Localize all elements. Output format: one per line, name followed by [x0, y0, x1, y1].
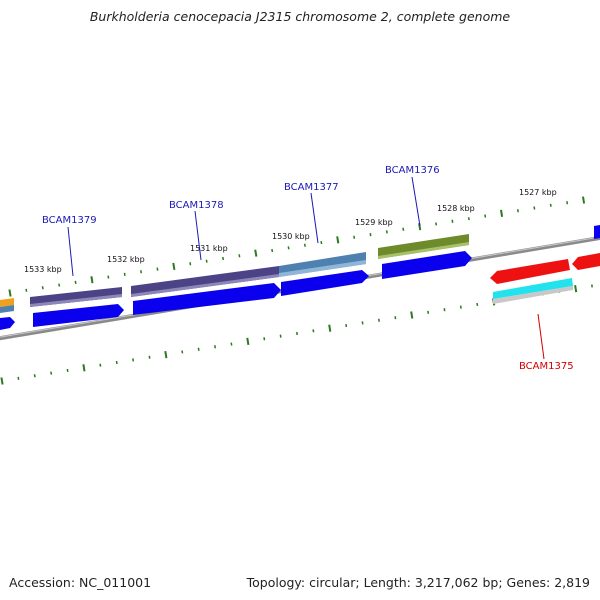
tick-mark	[66, 368, 69, 373]
tick-mark	[361, 321, 364, 325]
tick-mark	[467, 217, 470, 221]
tick-mark	[33, 374, 36, 378]
tick-mark	[115, 360, 118, 365]
gene-labels: BCAM1379 BCAM1378 BCAM1377 BCAM1376 BCAM…	[42, 165, 574, 372]
tick-mark	[205, 259, 208, 263]
cog-feature-steelblue-edge[interactable]	[0, 305, 14, 313]
cds-arrow-edge-right[interactable]	[594, 225, 600, 239]
gene-label-BCAM1378[interactable]: BCAM1378	[169, 200, 224, 211]
tick-mark	[516, 209, 519, 213]
tick-label-1530: 1530 kbp	[272, 232, 310, 241]
tick-mark	[303, 243, 306, 247]
tick-mark	[74, 280, 77, 285]
tick-mark	[549, 203, 552, 207]
reverse-feature-lane	[490, 253, 600, 304]
tick-mark	[189, 262, 192, 266]
tick-mark	[353, 235, 356, 239]
gene-label-BCAM1377[interactable]: BCAM1377	[284, 182, 339, 193]
tick-mark	[50, 371, 53, 375]
tick-label-1527: 1527 kbp	[519, 188, 557, 197]
tick-mark	[328, 324, 332, 332]
tick-mark	[476, 302, 479, 307]
gene-label-BCAM1375[interactable]: BCAM1375	[519, 361, 574, 372]
tick-mark	[156, 267, 159, 271]
tick-label-1528: 1528 kbp	[437, 204, 475, 213]
leader-BCAM1376	[411, 176, 421, 227]
tick-mark	[459, 305, 462, 309]
cog-feature-BCAM1375-shade	[493, 286, 573, 304]
tick-mark	[402, 227, 405, 231]
tick-mark	[271, 248, 274, 253]
tick-mark	[582, 196, 586, 204]
tick-mark	[181, 350, 184, 354]
cds-arrow-BCAM1377[interactable]	[281, 270, 369, 296]
tick-mark	[82, 364, 86, 372]
tick-labels: 1533 kbp 1532 kbp 1531 kbp 1530 kbp 1529…	[24, 188, 557, 274]
tick-mark	[230, 342, 233, 346]
tick-label-1532: 1532 kbp	[107, 255, 145, 264]
cog-feature-BCAM1376-shade	[378, 242, 469, 259]
gene-leader-lines	[67, 176, 545, 360]
tick-mark	[8, 289, 12, 297]
gene-label-BCAM1376[interactable]: BCAM1376	[385, 165, 440, 176]
cds-arrow-BCAM1379[interactable]	[33, 304, 124, 327]
cds-arrow-reverse-edge[interactable]	[572, 253, 600, 270]
tick-mark	[435, 222, 438, 226]
tick-mark	[451, 219, 454, 223]
leader-BCAM1375	[537, 313, 545, 360]
cog-feature-BCAM1375[interactable]	[493, 278, 573, 299]
tick-mark	[254, 249, 258, 257]
tick-mark	[320, 240, 323, 245]
tick-marks-group	[0, 196, 593, 385]
tick-mark	[90, 276, 94, 284]
cog-feature-BCAM1379-shade	[30, 294, 122, 307]
tick-mark	[172, 262, 176, 271]
tick-mark	[287, 246, 290, 250]
tick-mark	[312, 329, 315, 333]
tick-mark	[394, 316, 397, 320]
tick-mark	[566, 201, 569, 205]
tick-mark	[410, 311, 414, 319]
cog-feature-BCAM1377-shade	[279, 260, 366, 277]
cog-feature-orange[interactable]	[0, 298, 14, 307]
tick-mark	[25, 288, 28, 292]
map-title: Burkholderia cenocepacia J2315 chromosom…	[89, 9, 511, 24]
tick-label-1533: 1533 kbp	[24, 265, 62, 274]
cds-arrow-BCAM1378[interactable]	[133, 283, 281, 315]
tick-mark	[377, 318, 380, 322]
tick-mark	[345, 323, 348, 328]
gene-label-BCAM1379[interactable]: BCAM1379	[42, 215, 97, 226]
leader-BCAM1379	[67, 226, 74, 277]
tick-mark	[107, 275, 110, 279]
tick-mark	[263, 337, 266, 341]
tick-mark	[574, 285, 578, 293]
cds-arrow-edge-left[interactable]	[0, 317, 15, 330]
cog-feature-lane	[0, 234, 469, 313]
tick-label-1529: 1529 kbp	[355, 218, 393, 227]
accession-label: Accession: NC_011001	[9, 575, 152, 590]
genome-summary: Topology: circular; Length: 3,217,062 bp…	[246, 575, 590, 590]
leader-BCAM1377	[310, 192, 319, 244]
cds-arrow-BCAM1375[interactable]	[490, 259, 570, 284]
tick-mark	[197, 347, 200, 351]
tick-mark	[222, 256, 225, 261]
leader-BCAM1378	[194, 210, 202, 261]
forward-cds-lane	[0, 225, 600, 330]
tick-mark	[385, 230, 388, 234]
tick-mark	[41, 286, 44, 290]
tick-mark	[164, 350, 168, 359]
tick-mark	[214, 345, 217, 349]
tick-mark	[0, 377, 4, 385]
tick-mark	[336, 236, 340, 244]
tick-mark	[99, 363, 102, 367]
tick-mark	[246, 337, 250, 346]
tick-label-1531: 1531 kbp	[190, 244, 228, 253]
tick-mark	[58, 283, 61, 287]
cog-feature-BCAM1378-shade	[131, 274, 279, 297]
tick-mark	[500, 209, 504, 217]
cds-arrow-BCAM1376[interactable]	[382, 251, 472, 279]
tick-mark	[140, 270, 143, 274]
tick-mark	[533, 206, 536, 210]
